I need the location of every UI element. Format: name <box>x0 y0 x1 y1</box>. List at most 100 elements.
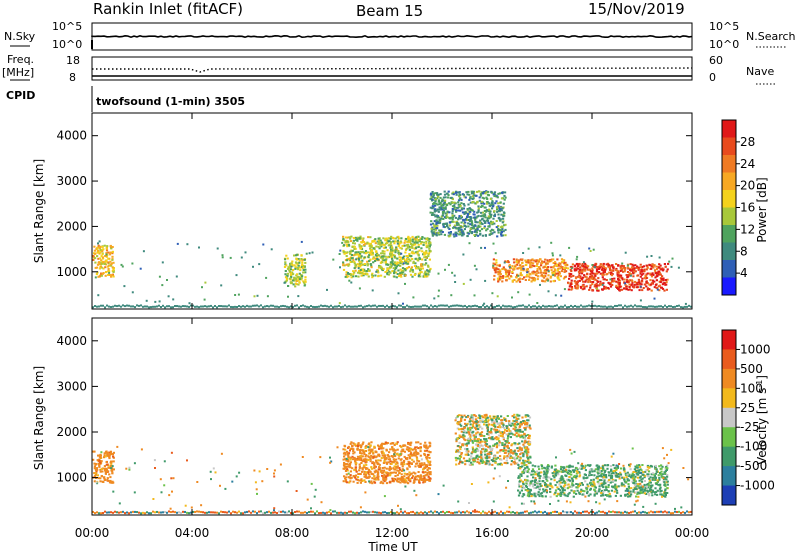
range-gate-cell <box>690 510 692 513</box>
range-gate-cell <box>176 242 179 245</box>
range-gate-cell <box>582 280 585 283</box>
range-gate-cell <box>512 433 515 436</box>
range-gate-cell <box>97 454 100 457</box>
range-gate-cell <box>346 272 349 275</box>
range-gate-cell <box>260 304 262 307</box>
range-gate-cell <box>474 221 477 224</box>
range-gate-cell <box>628 279 631 282</box>
range-gate-cell <box>395 466 399 469</box>
range-gate-cell <box>468 433 471 436</box>
range-gate-cell <box>406 446 409 449</box>
range-gate-cell <box>418 466 421 468</box>
range-gate-cell <box>242 305 244 308</box>
range-gate-cell <box>502 512 504 515</box>
range-gate-cell <box>428 445 431 448</box>
range-gate-cell <box>476 201 479 204</box>
range-gate-cell <box>619 285 623 288</box>
range-gate-cell <box>412 260 415 263</box>
range-gate-cell <box>514 428 517 431</box>
range-gate-cell <box>104 510 106 513</box>
range-gate-cell <box>295 254 298 257</box>
range-gate-cell <box>381 452 384 455</box>
range-gate-cell <box>471 451 474 454</box>
range-gate-cell <box>429 223 433 226</box>
range-gate-cell <box>368 448 371 451</box>
range-gate-cell <box>527 442 530 445</box>
range-gate-cell <box>434 231 437 234</box>
range-gate-cell <box>419 450 422 453</box>
range-gate-cell <box>413 252 416 255</box>
range-gate-cell <box>496 264 499 267</box>
range-gate-cell <box>95 266 99 269</box>
range-gate-cell <box>585 278 588 281</box>
range-gate-cell <box>466 510 468 513</box>
range-gate-cell <box>109 479 112 482</box>
range-gate-cell <box>476 226 479 229</box>
range-gate-cell <box>94 468 98 471</box>
range-gate-cell <box>379 459 382 462</box>
range-gate-cell <box>389 460 392 463</box>
range-gate-cell <box>572 305 574 308</box>
range-gate-cell <box>609 285 613 288</box>
range-gate-cell <box>364 250 367 252</box>
range-gate-cell <box>408 474 411 477</box>
range-gate-cell <box>411 275 414 278</box>
range-gate-cell <box>473 234 476 236</box>
range-gate-cell <box>432 194 435 197</box>
range-gate-cell <box>507 435 510 437</box>
range-gate-cell <box>384 239 387 242</box>
range-gate-cell <box>102 304 104 307</box>
range-gate-cell <box>658 256 661 259</box>
range-gate-cell <box>350 254 353 256</box>
range-gate-cell <box>481 419 484 422</box>
range-gate-cell <box>420 511 422 514</box>
range-gate-cell <box>661 269 665 272</box>
range-gate-cell <box>521 261 524 264</box>
range-gate-cell <box>517 455 520 458</box>
range-gate-cell <box>499 455 502 458</box>
range-gate-cell <box>480 431 484 434</box>
range-gate-cell <box>352 259 355 262</box>
range-gate-cell <box>470 232 473 235</box>
range-gate-cell <box>371 253 374 256</box>
range-gate-cell <box>469 423 472 426</box>
range-gate-cell <box>451 192 454 195</box>
range-gate-cell <box>447 231 451 234</box>
range-gate-cell <box>414 247 418 250</box>
range-gate-cell <box>501 434 504 437</box>
range-gate-cell <box>659 264 662 267</box>
range-gate-cell <box>373 478 376 481</box>
range-gate-cell <box>404 238 408 240</box>
range-gate-cell <box>108 481 112 484</box>
range-gate-cell <box>93 462 96 465</box>
range-gate-cell <box>528 426 531 429</box>
range-gate-cell <box>387 237 390 240</box>
range-gate-cell <box>378 304 380 307</box>
range-gate-cell <box>587 268 591 271</box>
range-gate-cell <box>353 242 356 245</box>
range-gate-cell <box>645 285 648 288</box>
range-gate-cell <box>494 252 497 255</box>
range-gate-cell <box>563 288 566 291</box>
range-gate-cell <box>504 305 506 308</box>
range-gate-cell <box>94 261 97 264</box>
range-gate-cell <box>375 270 378 273</box>
range-gate-cell <box>488 224 491 227</box>
range-gate-cell <box>459 209 462 212</box>
range-gate-cell <box>290 282 293 284</box>
range-gate-cell <box>431 233 434 236</box>
range-gate-cell <box>389 472 392 475</box>
range-gate-cell <box>409 457 412 460</box>
range-gate-cell <box>544 262 547 265</box>
power-data-layer <box>92 190 692 309</box>
range-gate-cell <box>427 273 430 276</box>
range-gate-cell <box>518 264 521 267</box>
range-gate-cell <box>487 190 490 193</box>
range-gate-cell <box>492 511 494 514</box>
range-gate-cell <box>287 285 290 287</box>
range-gate-cell <box>508 420 511 423</box>
range-gate-cell <box>419 477 422 480</box>
range-gate-cell <box>502 438 505 441</box>
range-gate-cell <box>107 251 110 254</box>
